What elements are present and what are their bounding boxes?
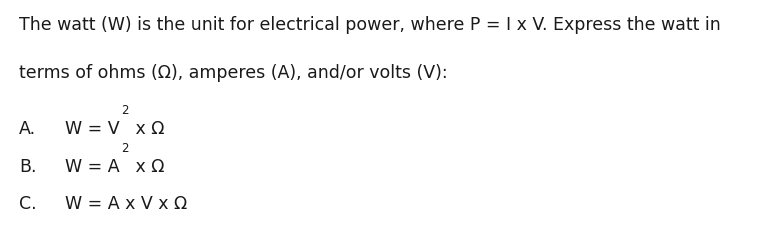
Text: C.: C.: [19, 195, 37, 213]
Text: W = A x V x Ω: W = A x V x Ω: [65, 195, 188, 213]
Text: 2: 2: [121, 104, 129, 117]
Text: 2: 2: [121, 142, 129, 155]
Text: x Ω: x Ω: [130, 120, 165, 138]
Text: W = A: W = A: [65, 158, 119, 176]
Text: The watt (W) is the unit for electrical power, where P = I x V. Express the watt: The watt (W) is the unit for electrical …: [19, 16, 721, 34]
Text: W = V: W = V: [65, 120, 119, 138]
Text: x Ω: x Ω: [130, 158, 165, 176]
Text: A.: A.: [19, 120, 36, 138]
Text: B.: B.: [19, 158, 37, 176]
Text: terms of ohms (Ω), amperes (A), and/or volts (V):: terms of ohms (Ω), amperes (A), and/or v…: [19, 64, 448, 81]
